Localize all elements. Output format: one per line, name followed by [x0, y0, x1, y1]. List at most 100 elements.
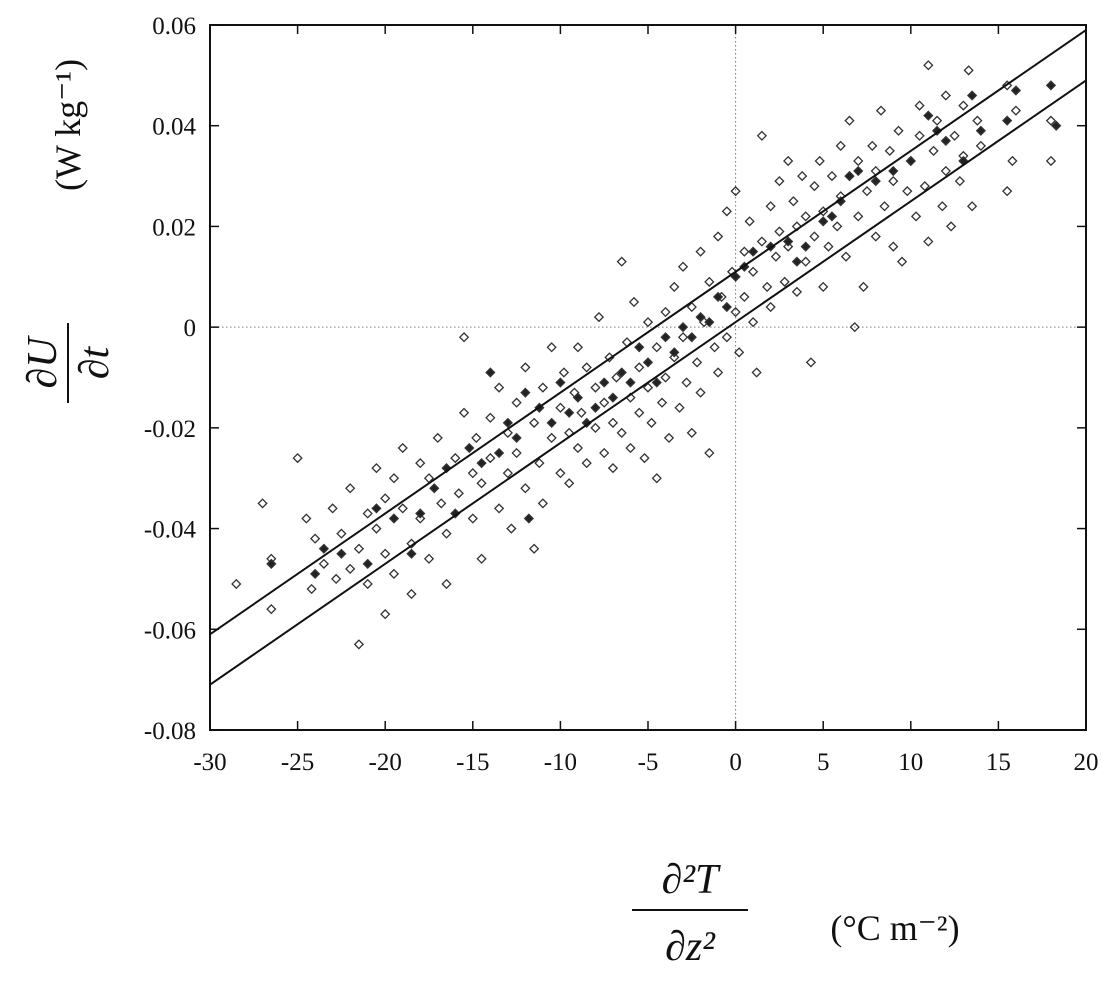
filled-data-point: [853, 165, 864, 177]
x-axis-label-numerator: ∂²T: [662, 857, 721, 903]
data-point: [858, 281, 869, 292]
filled-data-point: [783, 236, 794, 247]
data-point: [581, 457, 592, 469]
data-point: [310, 533, 321, 544]
data-point: [756, 236, 767, 247]
filled-data-point: [450, 508, 461, 519]
data-point: [634, 362, 645, 373]
data-point: [849, 322, 860, 333]
data-point: [380, 548, 391, 559]
data-point: [1007, 155, 1018, 167]
data-point: [362, 508, 373, 519]
filled-data-point: [651, 377, 662, 388]
data-point: [467, 468, 478, 479]
data-point: [928, 145, 939, 157]
data-point: [888, 241, 899, 252]
filled-data-point: [485, 367, 496, 378]
data-point: [739, 246, 750, 257]
data-point: [730, 186, 741, 197]
data-point: [502, 468, 513, 479]
data-point: [353, 639, 365, 650]
x-tick-label: -10: [544, 749, 577, 776]
y-tick-label: -0.06: [144, 617, 196, 644]
filled-data-point: [975, 125, 986, 136]
data-point: [520, 483, 531, 494]
data-point: [388, 568, 400, 580]
filled-data-point: [607, 392, 619, 403]
data-point: [744, 216, 755, 227]
regression-lines: [209, 29, 1087, 686]
data-point: [809, 181, 820, 192]
y-tick-label: 0.06: [152, 13, 196, 40]
data-point: [914, 100, 925, 111]
data-point: [704, 276, 715, 287]
data-point: [686, 427, 697, 439]
data-point: [1045, 155, 1057, 167]
filled-data-point: [844, 170, 855, 182]
data-point: [1010, 105, 1022, 116]
data-point: [642, 316, 654, 328]
data-point: [564, 478, 575, 489]
data-point: [266, 604, 277, 615]
data-point: [975, 140, 986, 151]
data-point: [493, 503, 505, 514]
fit-line-1: [209, 29, 1087, 636]
filled-data-point: [967, 90, 978, 101]
filled-data-point: [669, 347, 680, 358]
data-point: [476, 478, 487, 489]
data-point: [963, 65, 974, 76]
filled-data-point: [730, 271, 741, 282]
x-tick-label: -25: [281, 749, 314, 776]
x-tick-label: 10: [898, 749, 923, 776]
data-point: [546, 342, 557, 353]
data-point: [458, 407, 470, 418]
y-axis-label: ∂U ∂t: [20, 323, 118, 403]
data-point: [879, 201, 890, 212]
data-point: [663, 432, 675, 444]
filled-data-point: [464, 442, 475, 454]
data-point: [511, 447, 522, 459]
data-point: [599, 447, 610, 459]
filled-data-point: [870, 175, 881, 187]
y-tick-label: 0.04: [152, 114, 196, 141]
data-point: [914, 130, 925, 141]
data-point: [380, 493, 391, 504]
data-point: [712, 367, 724, 378]
data-point: [783, 241, 794, 252]
data-point: [765, 201, 776, 212]
filled-data-point: [931, 125, 943, 136]
filled-data-point: [555, 377, 566, 388]
data-point: [770, 251, 782, 262]
filled-data-point: [476, 457, 487, 469]
data-point: [397, 442, 408, 454]
filled-data-point: [1002, 115, 1013, 126]
data-point: [529, 543, 540, 554]
data-point: [826, 170, 838, 182]
data-point: [958, 100, 969, 111]
data-point: [853, 211, 864, 222]
filled-data-point: [818, 216, 829, 227]
y-tick-label: 0.02: [152, 214, 196, 241]
data-point: [593, 311, 605, 323]
y-axis-ticks: -0.08 -0.06 -0.04 -0.02 0 0.02 0.04 0.06: [144, 13, 1086, 745]
data-point: [788, 196, 799, 207]
data-point: [660, 306, 671, 318]
data-point: [599, 397, 610, 408]
data-point: [441, 578, 452, 590]
data-point: [730, 306, 741, 318]
data-point: [940, 90, 951, 101]
data-point: [870, 231, 881, 242]
data-point: [450, 452, 461, 464]
data-point: [415, 457, 426, 469]
data-point: [832, 221, 843, 232]
data-point: [945, 221, 957, 232]
x-tick-label: 0: [729, 749, 742, 776]
data-point: [853, 155, 864, 167]
data-point: [691, 357, 703, 368]
data-point: [674, 402, 685, 413]
data-point: [800, 211, 811, 222]
data-point: [686, 301, 697, 313]
data-point: [884, 145, 895, 157]
data-point: [681, 377, 692, 388]
data-point: [651, 342, 662, 353]
